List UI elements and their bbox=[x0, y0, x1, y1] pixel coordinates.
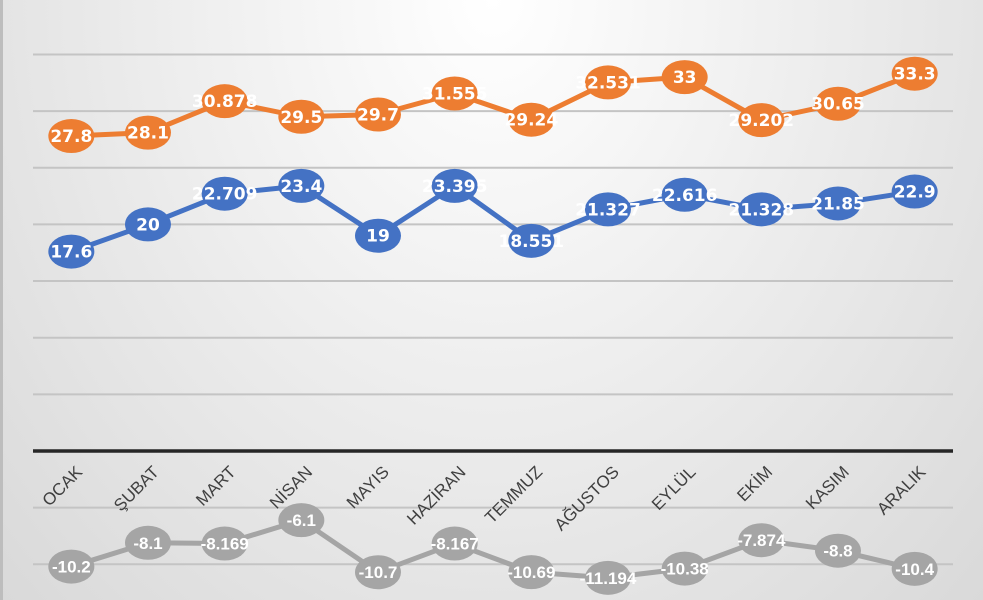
data-label: 30.65 bbox=[811, 95, 865, 115]
data-point bbox=[585, 192, 631, 227]
data-label: -10.7 bbox=[359, 563, 398, 582]
data-label: 22.709 bbox=[192, 185, 258, 205]
data-point bbox=[891, 56, 938, 91]
data-point bbox=[815, 533, 861, 568]
data-label: 22.616 bbox=[652, 186, 718, 206]
series-1: 27.8 28.1 30.878 29.5 29.7 31.555 29.24 32.531 3… bbox=[48, 56, 938, 154]
data-label: -10.2 bbox=[52, 558, 91, 577]
data-label: -7.874 bbox=[737, 531, 786, 550]
data-label: -8.169 bbox=[201, 535, 249, 554]
data-label: -11.194 bbox=[580, 569, 637, 588]
x-tick-label: ARALIK bbox=[873, 462, 930, 519]
series-line bbox=[70, 517, 916, 581]
data-label: 31.555 bbox=[422, 84, 488, 104]
data-label: 33.3 bbox=[894, 65, 936, 85]
data-label: 29.24 bbox=[504, 111, 558, 131]
data-point bbox=[891, 551, 938, 586]
data-point bbox=[48, 234, 95, 269]
data-point bbox=[278, 168, 325, 203]
x-tick-label: EKİM bbox=[733, 462, 776, 505]
data-point bbox=[815, 86, 861, 121]
data-label: -6.1 bbox=[287, 511, 316, 530]
series-3: -10.2 -8.1 -8.169 -6.1 -10.7 -8.167 -10.69 -11.… bbox=[48, 503, 938, 595]
data-label: 18.551 bbox=[499, 232, 565, 252]
data-point bbox=[738, 192, 785, 227]
series-2: 17.6 20 22.709 23.4 19 23.395 18.551 21.327 22.6… bbox=[48, 168, 938, 269]
data-label: 21.328 bbox=[729, 200, 795, 220]
data-label: 30.878 bbox=[192, 92, 258, 112]
data-point bbox=[278, 99, 325, 134]
data-point bbox=[201, 176, 248, 211]
x-tick-label: HAZİRAN bbox=[403, 462, 469, 528]
data-label: 29.5 bbox=[280, 108, 322, 128]
data-point bbox=[125, 207, 171, 242]
data-point bbox=[355, 97, 401, 132]
data-point bbox=[125, 525, 171, 560]
data-label: 28.1 bbox=[127, 124, 169, 144]
data-label: 23.4 bbox=[280, 177, 322, 197]
data-label: -10.38 bbox=[661, 560, 709, 579]
x-tick-label: OCAK bbox=[39, 462, 87, 510]
data-point bbox=[431, 76, 478, 111]
data-label: 21.85 bbox=[811, 194, 865, 214]
x-tick-label: MART bbox=[192, 462, 239, 509]
data-point bbox=[355, 555, 401, 590]
data-label: -8.1 bbox=[133, 534, 162, 553]
data-point bbox=[431, 168, 478, 203]
data-label: 17.6 bbox=[50, 243, 92, 263]
data-label: 33 bbox=[673, 68, 697, 88]
data-point bbox=[278, 503, 325, 538]
data-label: 27.8 bbox=[50, 127, 92, 147]
data-point bbox=[661, 177, 708, 212]
data-label: 32.531 bbox=[575, 73, 641, 93]
data-point bbox=[508, 102, 555, 137]
data-label: 29.7 bbox=[357, 105, 399, 125]
data-label: 20 bbox=[136, 215, 160, 235]
data-label: 19 bbox=[366, 227, 390, 247]
data-label: 22.9 bbox=[894, 183, 936, 203]
data-point bbox=[125, 115, 171, 150]
data-label: -8.8 bbox=[823, 542, 852, 561]
data-point bbox=[661, 60, 708, 95]
data-point bbox=[661, 551, 708, 586]
data-point bbox=[508, 223, 555, 258]
data-point bbox=[431, 526, 478, 561]
data-point bbox=[201, 526, 248, 561]
data-point bbox=[355, 218, 401, 253]
data-point bbox=[585, 560, 631, 595]
data-point bbox=[48, 119, 95, 154]
data-point bbox=[891, 174, 938, 209]
data-label: -10.4 bbox=[895, 560, 934, 579]
data-point bbox=[508, 555, 555, 590]
x-tick-label: TEMMUZ bbox=[481, 462, 546, 527]
x-tick-label: AĞUSTOS bbox=[551, 462, 623, 534]
data-point bbox=[738, 103, 785, 138]
data-label: 23.395 bbox=[422, 177, 488, 197]
data-label: 21.327 bbox=[575, 200, 641, 220]
data-label: -10.69 bbox=[507, 563, 555, 582]
chart-svg: OCAK ŞUBAT MART NİSAN MAYIS HAZİRAN TEMMUZ AĞUS… bbox=[33, 53, 953, 595]
data-point bbox=[815, 186, 861, 221]
data-point bbox=[48, 549, 95, 584]
x-tick-label: MAYIS bbox=[343, 462, 393, 512]
data-point bbox=[738, 523, 785, 558]
data-label: 29.202 bbox=[729, 111, 795, 131]
x-tick-label: EYLÜL bbox=[648, 462, 700, 514]
x-tick-label: KASIM bbox=[802, 462, 853, 513]
data-point bbox=[201, 84, 248, 119]
data-point bbox=[585, 65, 631, 100]
data-label: -8.167 bbox=[431, 535, 479, 554]
